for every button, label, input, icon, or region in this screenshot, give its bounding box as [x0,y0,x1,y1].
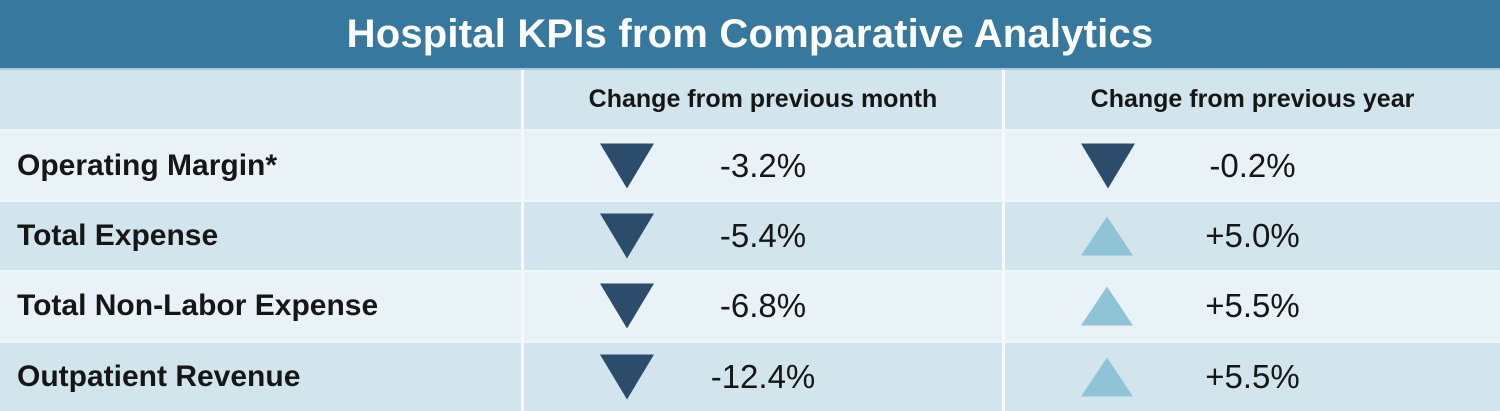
year-change-cell: +5.0% [1005,202,1500,270]
down-triangle-icon [600,213,654,259]
header-spacer-cell [0,70,524,130]
table-row: Operating Margin* -3.2% -0.2% [0,129,1500,200]
year-change-value: +5.0% [1205,217,1300,255]
up-triangle-icon [1081,357,1133,397]
down-triangle-icon [600,143,654,189]
up-triangle-icon [1081,216,1133,256]
down-triangle-icon [600,354,654,400]
month-change-cell: -12.4% [524,342,1005,411]
row-label: Outpatient Revenue [0,342,524,411]
year-change-cell: +5.5% [1005,272,1500,340]
row-label: Operating Margin* [0,131,524,200]
column-header-year: Change from previous year [1090,85,1415,114]
month-change-value: -12.4% [710,357,816,395]
table-row: Total Non-Labor Expense -6.8% +5.5% [0,270,1500,341]
down-triangle-icon [600,283,654,329]
month-change-value: -3.2% [719,146,807,184]
year-change-value: -0.2% [1209,146,1296,184]
up-triangle-icon [1081,286,1133,326]
year-change-cell: -0.2% [1005,131,1500,199]
table-row: Total Expense -5.4% +5.0% [0,199,1500,271]
header-row: Change from previous month Change from p… [0,68,1500,130]
month-change-cell: -6.8% [524,272,1005,341]
year-change-value: +5.5% [1205,287,1300,325]
month-change-cell: -5.4% [524,201,1005,271]
table-title: Hospital KPIs from Comparative Analytics [0,0,1500,68]
year-change-value: +5.5% [1205,357,1300,395]
table-row: Outpatient Revenue -12.4% +5.5% [0,340,1500,411]
column-header-month: Change from previous month [524,70,1005,130]
down-triangle-icon [1081,143,1135,189]
month-change-cell: -3.2% [524,131,1005,200]
month-change-value: -6.8% [719,287,807,325]
year-change-cell: +5.5% [1005,343,1500,411]
month-change-value: -5.4% [719,217,807,255]
row-label: Total Non-Labor Expense [0,272,524,341]
row-label: Total Expense [0,201,524,271]
